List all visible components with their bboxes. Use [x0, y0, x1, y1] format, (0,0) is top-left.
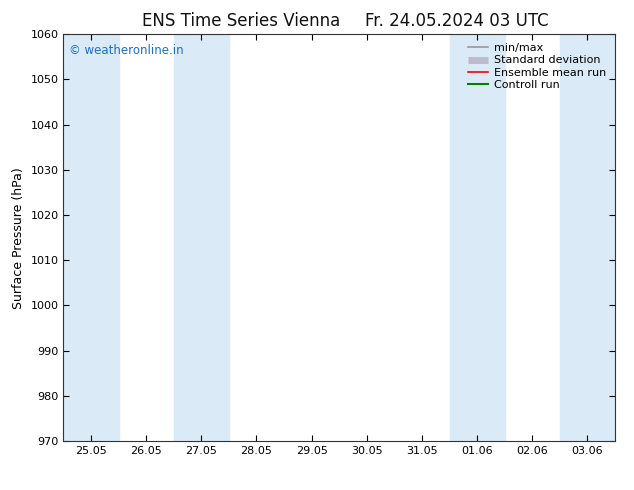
Legend: min/max, Standard deviation, Ensemble mean run, Controll run: min/max, Standard deviation, Ensemble me… — [465, 40, 609, 93]
Bar — [174, 34, 229, 441]
Y-axis label: Surface Pressure (hPa): Surface Pressure (hPa) — [12, 167, 25, 309]
Bar — [450, 34, 505, 441]
Bar — [63, 34, 119, 441]
Text: © weatheronline.in: © weatheronline.in — [69, 45, 183, 57]
Text: ENS Time Series Vienna: ENS Time Series Vienna — [142, 12, 340, 30]
Bar — [560, 34, 615, 441]
Text: Fr. 24.05.2024 03 UTC: Fr. 24.05.2024 03 UTC — [365, 12, 548, 30]
